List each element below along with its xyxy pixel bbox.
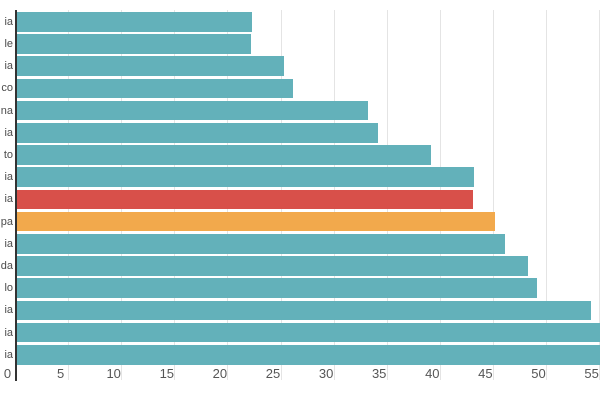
y-axis-label-fragment-5: na: [0, 104, 13, 117]
bar-row-16[interactable]: [16, 345, 600, 365]
bar-row-15[interactable]: [16, 322, 600, 343]
bar-row-2[interactable]: [16, 34, 251, 54]
bar-row-5[interactable]: [16, 100, 368, 121]
x-axis-tick-label-25: 25: [265, 366, 281, 381]
x-axis-tick-label-45: 45: [478, 366, 493, 381]
bar-row-1[interactable]: [16, 12, 252, 32]
bar-row-3[interactable]: [16, 56, 284, 76]
bar-row-14[interactable]: [16, 300, 591, 321]
y-axis-label-fragment-12: da: [0, 259, 13, 272]
y-axis-label-fragment-8: ia: [4, 171, 13, 184]
x-axis-tick-label-35: 35: [371, 366, 387, 381]
y-axis-label-fragment-3: ia: [4, 60, 13, 73]
y-axis-label-fragment-13: lo: [4, 282, 13, 295]
bar-row-13[interactable]: [16, 278, 538, 298]
bar-row-9-highlight-red[interactable]: [16, 189, 473, 210]
y-axis-label-fragment-2: le: [4, 37, 13, 50]
bar-row-12[interactable]: [16, 256, 528, 276]
y-axis-label-fragment-6: ia: [4, 126, 13, 139]
gridline-x-50: [546, 10, 547, 380]
x-axis-tick-label-0: 0: [3, 366, 12, 381]
y-axis-label-fragment-14: ia: [4, 304, 13, 317]
bar-row-4[interactable]: [16, 78, 294, 99]
x-axis-tick-label-10: 10: [106, 366, 121, 381]
y-axis-label-fragment-11: ia: [4, 237, 13, 250]
x-axis-tick-label-15: 15: [159, 366, 175, 381]
x-axis-tick-label-50: 50: [531, 366, 546, 381]
bar-row-10-highlight-orange[interactable]: [16, 211, 495, 232]
y-axis-label-fragment-7: to: [3, 148, 13, 161]
x-axis-tick-label-5: 5: [56, 366, 65, 381]
y-axis-label-fragment-1: ia: [4, 15, 13, 28]
bar-row-8[interactable]: [16, 167, 474, 187]
x-axis-tick-label-40: 40: [425, 366, 440, 381]
y-axis-label-fragment-9: ia: [4, 193, 13, 206]
gridline-x-45: [492, 10, 494, 380]
x-axis-tick-label-55: 55: [584, 366, 599, 381]
y-axis-label-fragment-16: ia: [4, 348, 13, 361]
bar-row-7[interactable]: [16, 145, 432, 165]
x-axis-tick-label-30: 30: [318, 366, 334, 381]
y-axis-label-fragment-15: ia: [4, 326, 13, 339]
y-axis-line: [15, 10, 17, 381]
x-axis-tick-label-20: 20: [212, 366, 228, 381]
bar-row-6[interactable]: [16, 123, 379, 143]
bar-row-11[interactable]: [16, 234, 505, 254]
y-axis-label-fragment-10: pa: [0, 215, 13, 228]
y-axis-label-fragment-4: co: [1, 82, 13, 95]
